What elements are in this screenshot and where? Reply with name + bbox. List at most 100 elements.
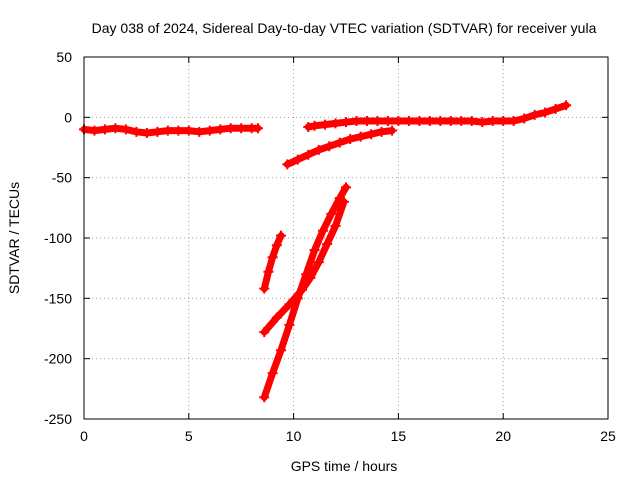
data-point [334, 193, 345, 204]
data-point [320, 119, 331, 130]
data-point [334, 137, 345, 148]
data-series-6 [259, 182, 351, 403]
data-point [259, 392, 270, 403]
data-point [284, 319, 295, 330]
data-point [540, 107, 551, 118]
data-point [414, 115, 425, 126]
data-series-4 [259, 230, 287, 294]
data-point [445, 115, 456, 126]
x-tick-label: 5 [185, 428, 193, 444]
data-point [252, 123, 263, 134]
data-point [309, 120, 320, 131]
data-point [330, 220, 341, 231]
data-point [282, 159, 293, 170]
y-tick-label: -100 [44, 230, 72, 246]
x-tick-label: 10 [286, 428, 302, 444]
grid-lines [84, 57, 608, 419]
x-tick-label: 15 [391, 428, 407, 444]
data-point [204, 125, 215, 136]
data-point [324, 141, 335, 152]
x-axis-title: GPS time / hours [291, 458, 398, 474]
data-point [435, 115, 446, 126]
data-point [152, 126, 163, 137]
y-tick-label: -50 [52, 170, 72, 186]
data-point [376, 126, 387, 137]
y-tick-label: -200 [44, 351, 72, 367]
data-point [372, 115, 383, 126]
data-point [519, 113, 530, 124]
data-point [263, 266, 274, 277]
data-point [259, 327, 270, 338]
data-point [403, 115, 414, 126]
data-point [313, 257, 324, 268]
data-point [341, 182, 351, 193]
data-point [561, 100, 572, 111]
data-point [456, 115, 467, 126]
data-point [110, 123, 121, 134]
plot-frame [83, 56, 609, 420]
data-point [303, 149, 314, 160]
series-trace [260, 183, 350, 401]
data-point [345, 134, 356, 145]
data-point [303, 121, 314, 132]
data-point [550, 103, 561, 114]
y-tick-label: -250 [44, 411, 72, 427]
data-point [466, 115, 477, 126]
data-point [313, 144, 324, 155]
data-point [276, 345, 287, 356]
data-point [89, 125, 100, 136]
data-point [387, 125, 398, 136]
data-point [141, 128, 152, 139]
data-point [225, 123, 236, 134]
x-tick-label: 20 [495, 428, 511, 444]
data-point [259, 283, 270, 294]
data-point [317, 225, 328, 236]
data-series [79, 100, 572, 403]
data-point [292, 154, 303, 165]
data-point [341, 117, 351, 128]
data-point [326, 208, 337, 219]
y-axis-title: SDTVAR / TECUs [6, 182, 22, 294]
data-point [322, 239, 333, 250]
data-series-3 [282, 125, 398, 170]
data-point [309, 245, 320, 256]
data-point [292, 293, 303, 304]
data-point [194, 126, 205, 137]
data-point [162, 125, 173, 136]
data-point [271, 312, 282, 323]
data-point [271, 240, 282, 251]
data-point [131, 126, 142, 137]
y-tick-label: 0 [64, 109, 72, 125]
data-point [236, 123, 247, 134]
data-point [301, 269, 312, 280]
y-tick-label: -150 [44, 290, 72, 306]
data-point [267, 252, 278, 263]
data-point [276, 230, 287, 241]
data-point [366, 129, 377, 140]
data-point [351, 115, 362, 126]
data-point [355, 131, 366, 142]
data-point [267, 368, 278, 379]
data-series-2 [303, 100, 572, 132]
data-point [382, 115, 393, 126]
data-point [215, 124, 226, 135]
x-tick-label: 25 [600, 428, 616, 444]
data-point [99, 124, 110, 135]
data-point [487, 115, 498, 126]
data-point [330, 118, 341, 129]
data-point [508, 115, 519, 126]
data-point [183, 125, 194, 136]
axis-ticks: 0 5 10 15 20 25 50 0 -50 -100 -150 -200 -250 [44, 49, 616, 444]
data-point [361, 115, 372, 126]
data-point [173, 125, 184, 136]
data-point [393, 115, 404, 126]
data-point [529, 109, 540, 120]
series-trace [260, 198, 348, 336]
chart-title: Day 038 of 2024, Sidereal Day-to-day VTE… [92, 20, 597, 36]
data-point [498, 115, 509, 126]
x-tick-label: 0 [80, 428, 88, 444]
y-tick-label: 50 [56, 49, 72, 65]
data-series-1 [79, 123, 263, 139]
data-point [477, 117, 488, 128]
